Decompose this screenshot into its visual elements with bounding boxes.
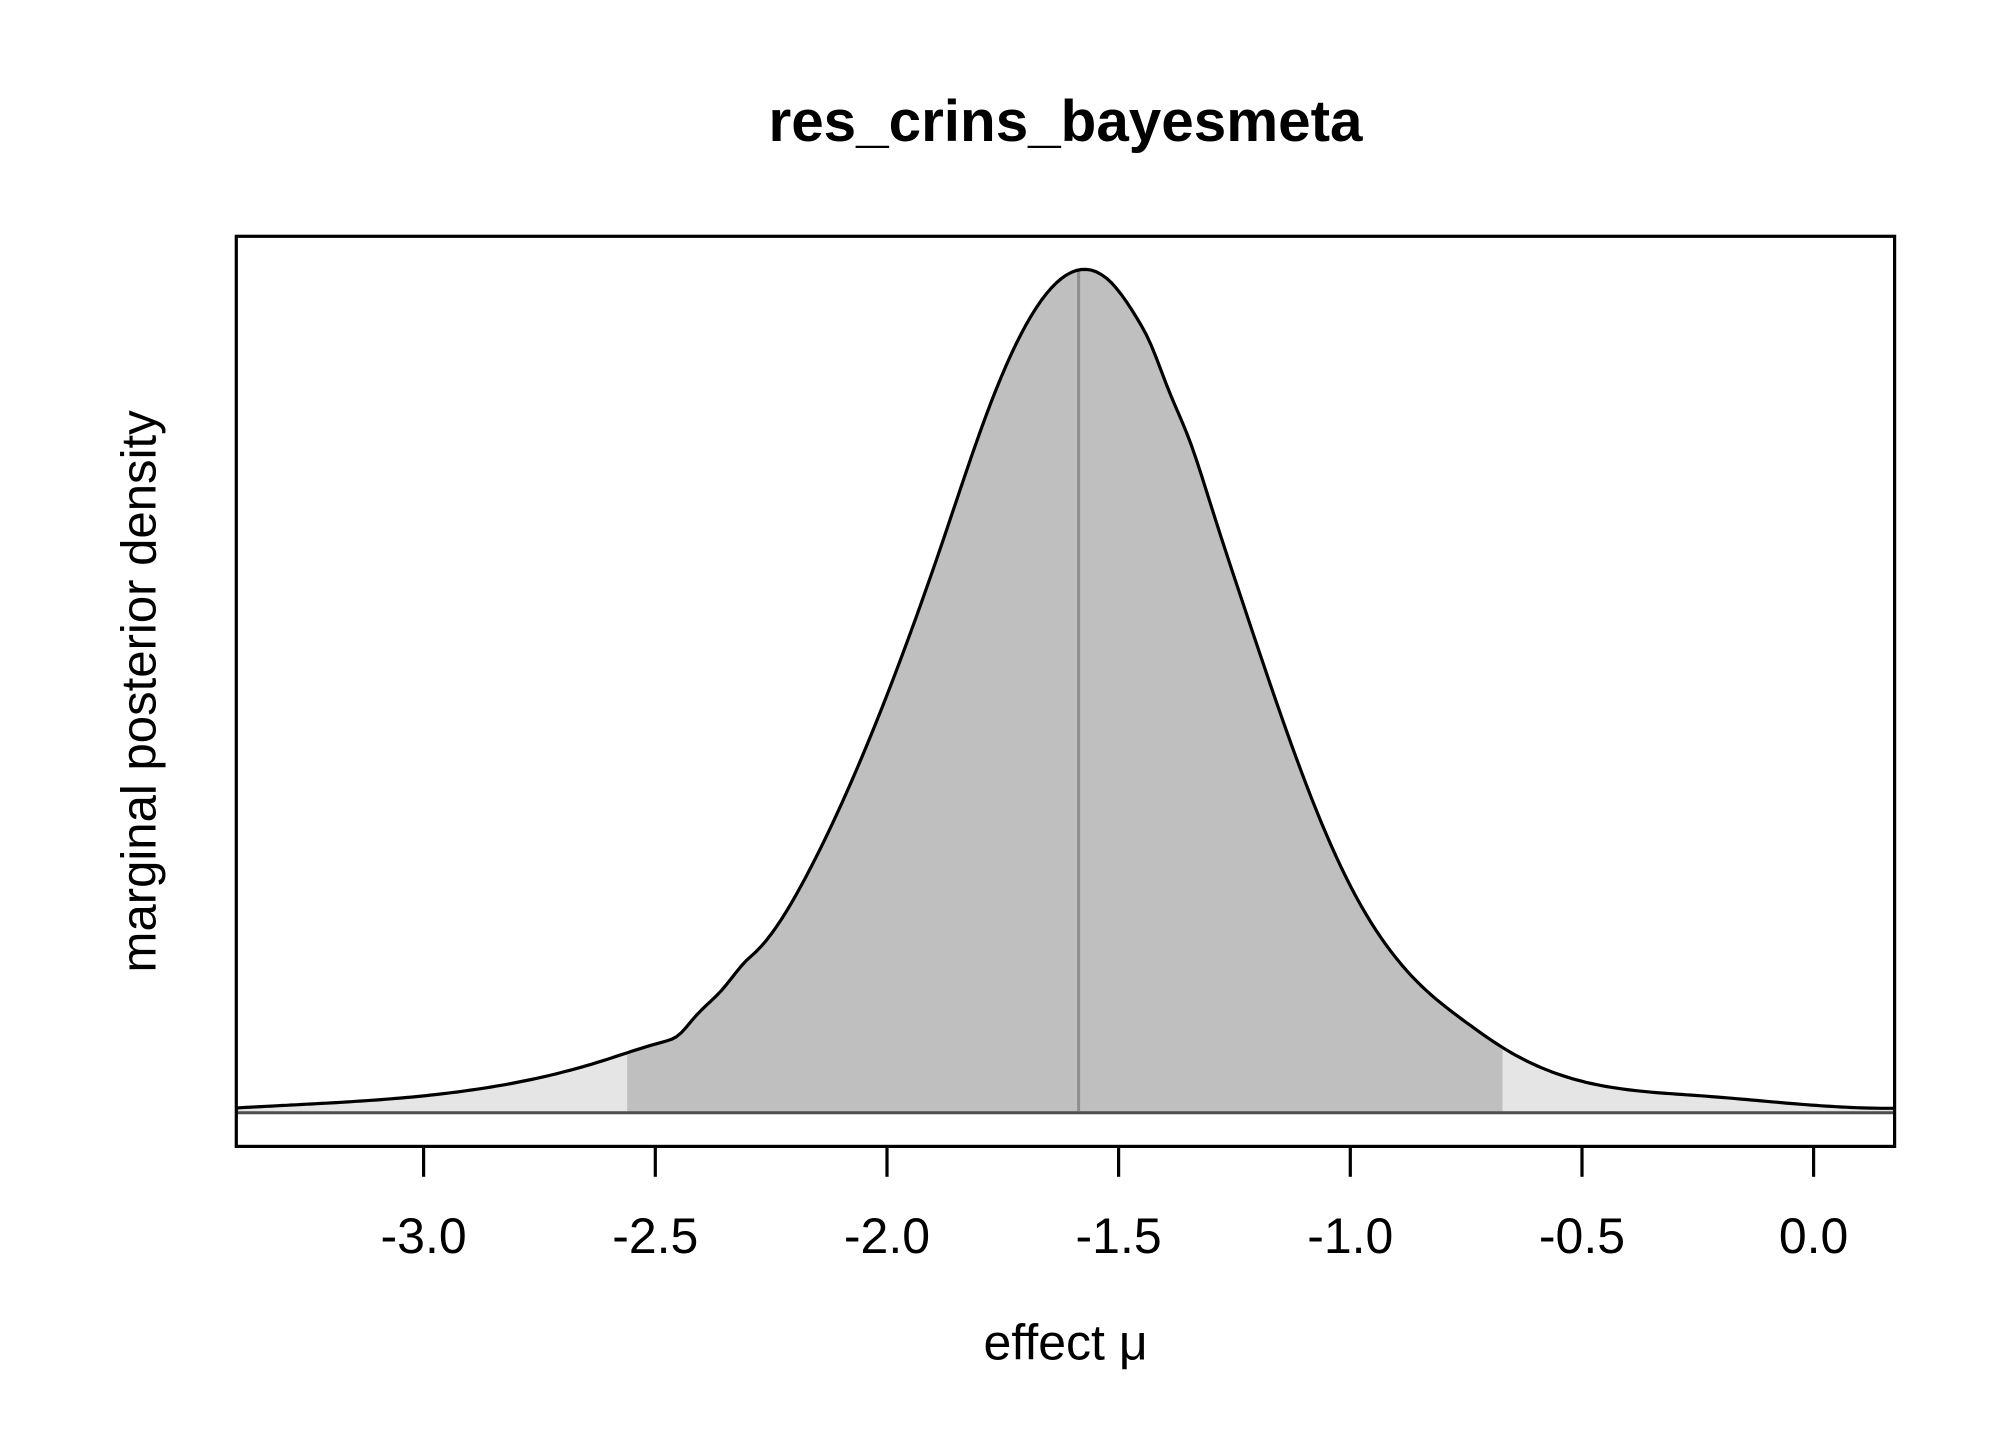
svg-text:-1.5: -1.5: [1076, 1208, 1162, 1264]
svg-text:marginal posterior density: marginal posterior density: [113, 410, 167, 973]
svg-text:-3.0: -3.0: [381, 1208, 467, 1264]
svg-text:0.0: 0.0: [1779, 1208, 1849, 1264]
svg-text:-2.0: -2.0: [844, 1208, 930, 1264]
svg-text:effect μ: effect μ: [984, 1314, 1148, 1370]
svg-text:res_crins_bayesmeta: res_crins_bayesmeta: [768, 89, 1363, 154]
svg-text:-1.0: -1.0: [1307, 1208, 1393, 1264]
svg-text:-2.5: -2.5: [612, 1208, 698, 1264]
svg-text:-0.5: -0.5: [1539, 1208, 1625, 1264]
